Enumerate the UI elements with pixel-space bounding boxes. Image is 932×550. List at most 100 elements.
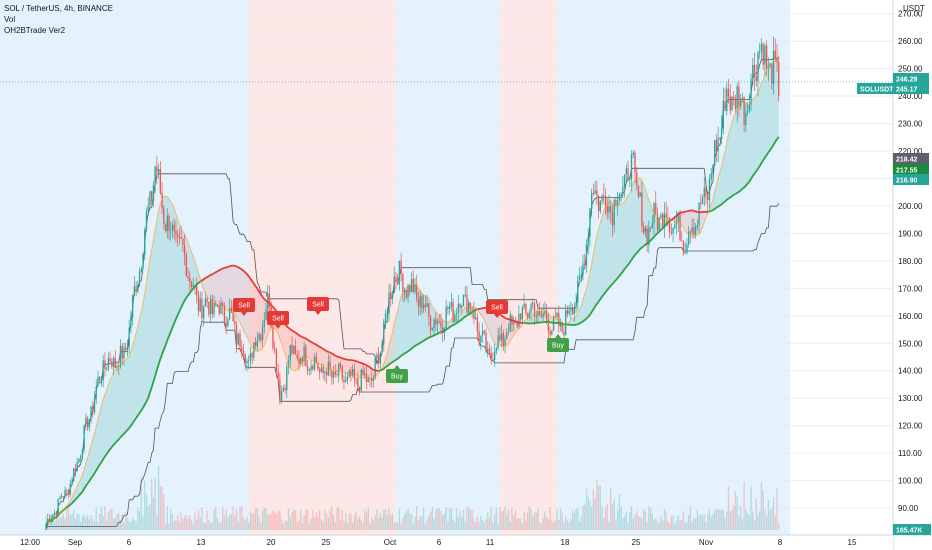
volume-bar xyxy=(556,509,558,530)
ma-fill-segment xyxy=(392,323,395,363)
volume-bar xyxy=(653,519,655,530)
volume-bar xyxy=(189,515,191,530)
volume-bar xyxy=(492,522,494,530)
candle-body xyxy=(604,195,607,207)
volume-bar xyxy=(60,516,63,530)
sell-marker[interactable]: Sell xyxy=(486,300,508,318)
ma-fill-segment xyxy=(156,210,159,371)
ma-slow-segment xyxy=(383,366,387,370)
volume-bar xyxy=(480,516,482,530)
marker-pointer xyxy=(394,365,400,369)
candle-body xyxy=(147,205,149,212)
ma-slow-segment xyxy=(326,350,329,353)
ma-slow-segment xyxy=(388,362,392,366)
ma-fill-segment xyxy=(146,270,149,402)
ma-fill-segment xyxy=(397,302,400,359)
ma-slow-segment xyxy=(145,397,150,402)
volume-legend[interactable]: Vol xyxy=(4,15,16,24)
ma-slow-segment xyxy=(606,287,610,291)
volume-bar xyxy=(622,518,624,530)
ma-slow-segment xyxy=(468,312,471,316)
ma-slow-segment xyxy=(210,273,213,276)
sell-marker[interactable]: Sell xyxy=(267,311,289,329)
candle-body xyxy=(506,332,508,339)
ma-slow-segment xyxy=(674,214,678,218)
time-tick: 11 xyxy=(486,538,495,547)
ma-fill-segment xyxy=(238,267,241,323)
volume-bar xyxy=(315,512,317,530)
candle-body xyxy=(772,50,775,84)
ma-slow-segment xyxy=(385,365,388,369)
volume-bar xyxy=(663,508,666,530)
candle-body xyxy=(656,213,659,230)
candle-body xyxy=(339,363,342,367)
ma-fill-segment xyxy=(141,303,144,411)
candle-body xyxy=(731,96,733,111)
volume-bar xyxy=(246,516,248,530)
volume-bar xyxy=(206,510,208,530)
ma-slow-segment xyxy=(734,192,738,195)
ma-slow-segment xyxy=(263,298,267,302)
candle-body xyxy=(471,308,473,310)
candle-body xyxy=(613,199,615,226)
buy-marker[interactable]: Buy xyxy=(547,334,569,352)
ma-slow-segment xyxy=(611,281,615,285)
time-tick: 25 xyxy=(632,538,641,547)
candle-body xyxy=(532,303,534,305)
buy-marker[interactable]: Buy xyxy=(386,365,408,383)
sell-marker[interactable]: Sell xyxy=(307,297,329,315)
volume-bar xyxy=(719,509,721,530)
candle-body xyxy=(592,192,595,194)
indicator-legend[interactable]: OH2BTrade Ver2 xyxy=(4,26,66,35)
ma-slow-segment xyxy=(746,181,750,185)
ma-fill-segment xyxy=(144,282,147,405)
candle-body xyxy=(727,88,730,97)
ma-slow-segment xyxy=(74,497,78,501)
candle-body xyxy=(201,298,203,319)
ma-slow-segment xyxy=(590,308,595,313)
candle-body xyxy=(736,86,738,109)
ma-slow-segment xyxy=(648,239,652,243)
candle-body xyxy=(519,313,522,320)
sell-marker[interactable]: Sell xyxy=(233,298,255,316)
price-tick: 100.00 xyxy=(898,477,923,486)
candle-body xyxy=(585,244,588,266)
volume-bar xyxy=(381,517,383,530)
volume-bar xyxy=(218,523,220,530)
ma-fill-segment xyxy=(711,199,713,211)
volume-bar xyxy=(471,510,473,530)
ma-fill-segment xyxy=(759,83,762,167)
candle-body xyxy=(69,483,71,495)
candle-body xyxy=(632,152,634,155)
volume-bar xyxy=(436,508,439,530)
candle-body xyxy=(54,512,56,515)
volume-bar xyxy=(346,523,349,530)
volume-bar xyxy=(698,515,700,530)
candle-body xyxy=(383,321,385,344)
candle-body xyxy=(762,43,764,65)
volume-bar xyxy=(211,522,213,530)
volume-bar xyxy=(303,515,305,530)
volume-bar xyxy=(731,509,733,530)
ma-slow-segment xyxy=(442,330,445,333)
volume-bar xyxy=(251,513,253,530)
candle-body xyxy=(507,331,510,333)
ma-fill-segment xyxy=(712,191,715,211)
volume-bar xyxy=(459,510,461,530)
candle-body xyxy=(119,345,122,367)
symbol-line[interactable]: SOL / TetherUS, 4h, BINANCE xyxy=(4,4,113,13)
ma-slow-segment xyxy=(438,331,442,334)
volume-bar xyxy=(455,508,458,530)
volume-bar xyxy=(329,510,331,530)
ma-slow-segment xyxy=(76,495,80,499)
ma-slow-segment xyxy=(73,498,77,502)
ma-slow-segment xyxy=(397,356,400,360)
ma-fill-segment xyxy=(151,240,154,388)
volume-bar xyxy=(519,518,522,530)
ma-slow-segment xyxy=(265,299,269,303)
ma-slow-segment xyxy=(656,230,660,234)
currency-label[interactable]: USDT xyxy=(903,4,925,13)
candle-body xyxy=(707,195,709,200)
